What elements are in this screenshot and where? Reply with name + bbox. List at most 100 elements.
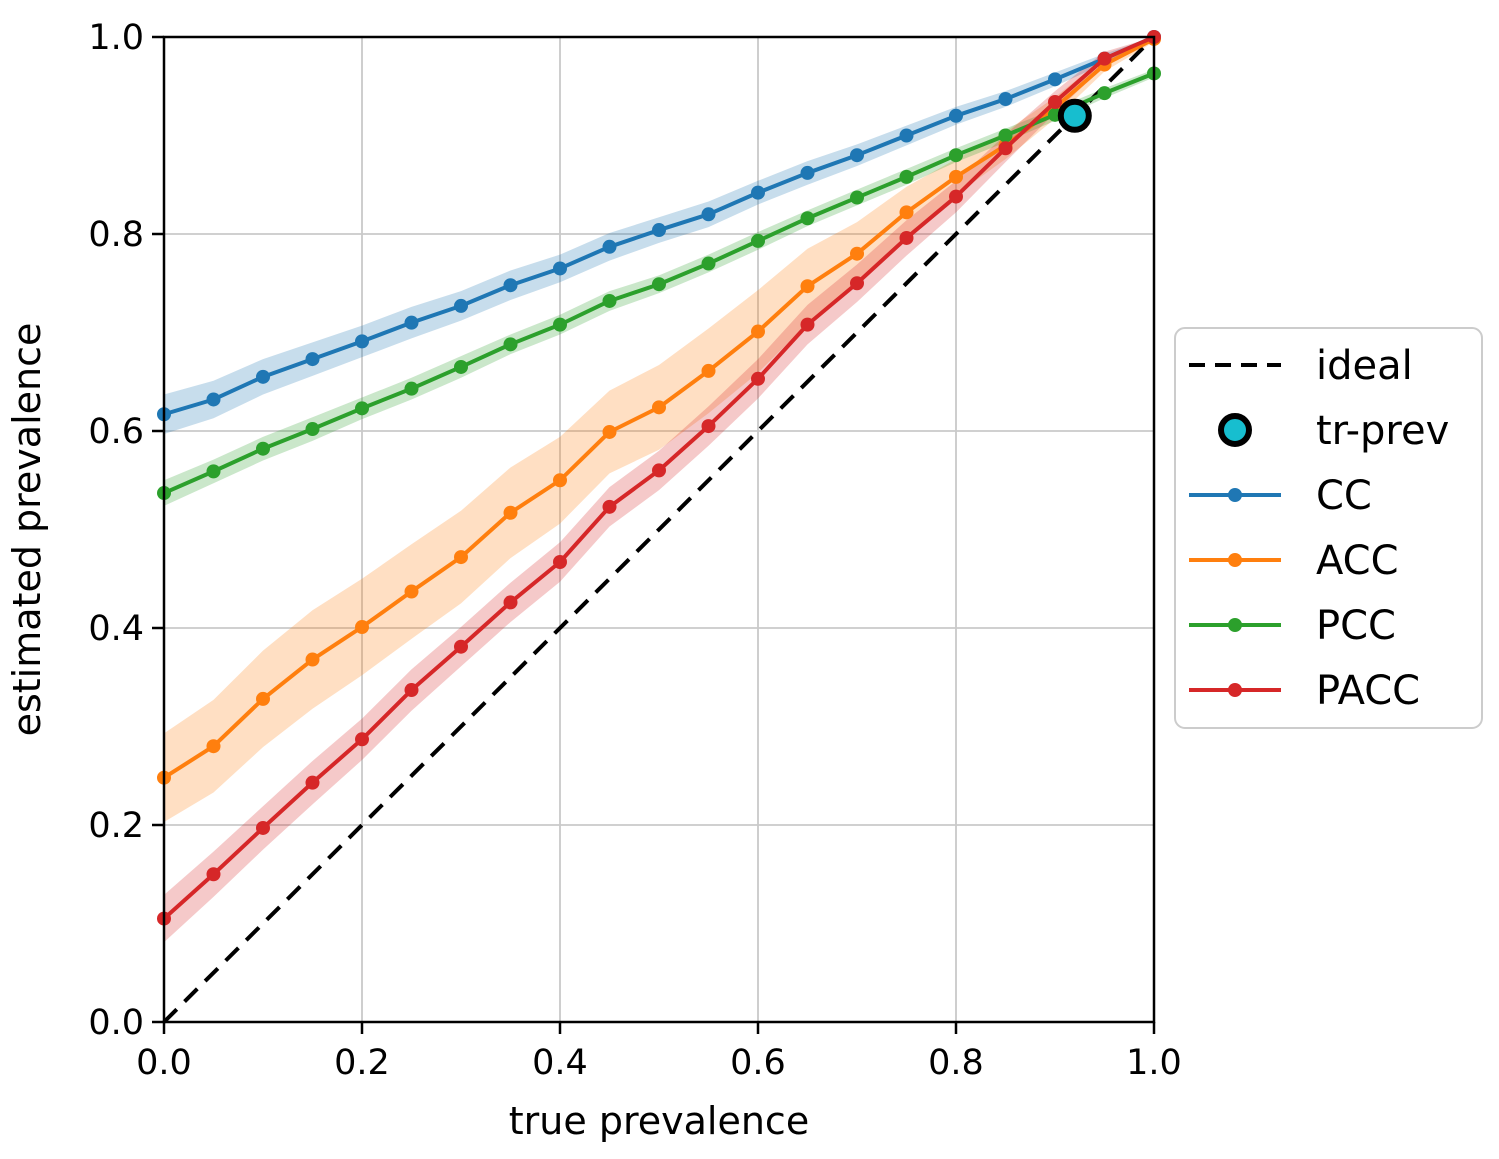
series-marker-PACC [206, 867, 221, 882]
x-tick-label: 0.2 [334, 1043, 390, 1083]
series-marker-PCC [404, 381, 419, 396]
series-marker-PCC [850, 190, 864, 205]
series-marker-CC [602, 239, 617, 254]
series-marker-PACC [355, 732, 369, 747]
series-marker-ACC [206, 739, 221, 754]
legend-dot-icon [1228, 683, 1242, 697]
series-marker-ACC [503, 505, 518, 520]
legend-label: PCC [1316, 603, 1396, 649]
series-marker-PCC [998, 128, 1013, 143]
x-tick-label: 1.0 [1126, 1043, 1182, 1083]
series-marker-CC [751, 185, 765, 200]
tr-prev-marker [1057, 98, 1092, 133]
series-marker-CC [404, 315, 419, 330]
y-tick-label: 0.0 [88, 1003, 144, 1043]
series-marker-PCC [503, 337, 518, 352]
series-marker-PCC [256, 441, 270, 456]
series-marker-PACC [701, 419, 716, 434]
series-marker-PCC [652, 277, 666, 292]
series-marker-CC [553, 261, 567, 276]
legend-entry-tr-prev: tr-prev [1218, 408, 1449, 454]
x-axis-label: true prevalence [509, 1099, 809, 1143]
series-marker-ACC [652, 400, 666, 415]
legend-label: ideal [1316, 343, 1413, 389]
series-marker-PCC [1097, 86, 1112, 101]
x-tick-label: 0.6 [730, 1043, 786, 1083]
y-tick-label: 1.0 [88, 18, 144, 58]
y-axis-label: estimated prevalence [5, 323, 49, 737]
series-marker-PCC [949, 148, 963, 163]
series-marker-PCC [305, 422, 320, 437]
legend-entry-ACC: ACC [1189, 538, 1399, 584]
legend-entry-ideal: ideal [1189, 343, 1413, 389]
series-marker-PACC [404, 683, 419, 698]
ideal-line [162, 35, 1156, 1024]
series-marker-ACC [701, 363, 716, 378]
series-marker-CC [503, 278, 518, 293]
series-band-PACC [164, 37, 1154, 943]
series-marker-CC [701, 207, 716, 222]
series-marker-CC [899, 128, 914, 143]
series-marker-ACC [305, 652, 320, 667]
series-marker-PACC [602, 499, 617, 514]
series-marker-PACC [256, 820, 270, 835]
series-marker-PCC [454, 359, 468, 374]
legend-entry-PCC: PCC [1189, 603, 1396, 649]
series-marker-PACC [998, 141, 1013, 156]
series-marker-ACC [355, 620, 369, 635]
legend-label: tr-prev [1316, 408, 1449, 454]
series-marker-PACC [305, 775, 320, 790]
y-tick-label: 0.8 [88, 215, 144, 255]
y-tick-label: 0.4 [88, 609, 144, 649]
series-marker-ACC [602, 424, 617, 439]
series-marker-PCC [701, 256, 716, 271]
series-marker-PACC [553, 555, 567, 570]
legend-entry-PACC: PACC [1189, 668, 1420, 714]
series-marker-PACC [652, 463, 666, 478]
legend: ideal tr-prev CC ACC PCC PACC [1174, 327, 1483, 729]
legend-dot-icon [1228, 553, 1242, 567]
series-marker-ACC [256, 691, 270, 706]
series-marker-CC [652, 223, 666, 238]
axes-spines [162, 35, 1156, 1024]
series-marker-PACC [503, 595, 518, 610]
series-marker-PACC [1097, 51, 1112, 66]
series-marker-CC [305, 352, 320, 367]
series-marker-PCC [206, 464, 221, 479]
legend-dot-icon [1228, 488, 1242, 502]
x-tick-label: 0.4 [532, 1043, 588, 1083]
y-tick-label: 0.2 [88, 806, 144, 846]
series-marker-ACC [751, 324, 765, 339]
series-marker-ACC [800, 279, 815, 294]
series-marker-CC [850, 148, 864, 163]
legend-dot-icon [1228, 618, 1242, 632]
legend-circle-icon [1218, 413, 1252, 447]
series-marker-CC [454, 298, 468, 313]
y-tick-label: 0.6 [88, 412, 144, 452]
series-marker-PCC [899, 169, 914, 184]
series-marker-ACC [404, 584, 419, 599]
series-marker-PCC [602, 293, 617, 308]
series-marker-CC [256, 369, 270, 384]
series-marker-PACC [1048, 95, 1062, 110]
series-marker-ACC [454, 550, 468, 565]
series-marker-PACC [899, 230, 914, 245]
series-marker-ACC [949, 169, 963, 184]
series-marker-CC [206, 392, 221, 407]
legend-entry-CC: CC [1189, 473, 1372, 519]
legend-label: PACC [1316, 668, 1420, 714]
series-marker-ACC [553, 473, 567, 488]
series-marker-CC [355, 334, 369, 349]
series-marker-PCC [800, 211, 815, 226]
series-marker-CC [800, 165, 815, 180]
series-marker-PACC [949, 189, 963, 204]
series-marker-PACC [800, 317, 815, 332]
series-marker-CC [1048, 72, 1062, 87]
series-marker-ACC [899, 205, 914, 220]
series-marker-PCC [355, 401, 369, 416]
series-marker-PACC [850, 276, 864, 291]
series-marker-PACC [751, 371, 765, 386]
legend-label: ACC [1316, 538, 1399, 584]
